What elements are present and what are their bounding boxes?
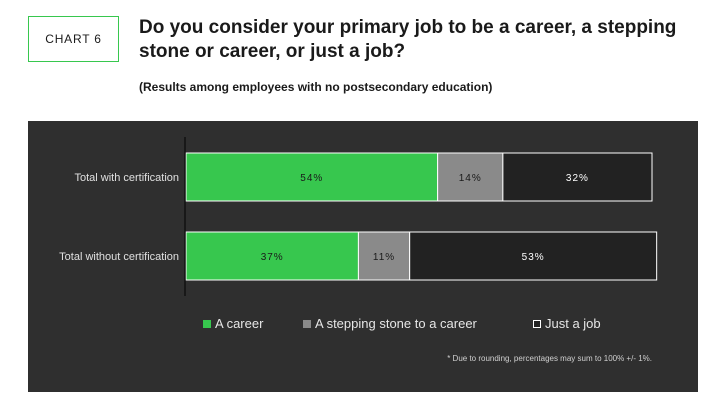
data-label: 14%: [459, 173, 482, 184]
chart-title: Do you consider your primary job to be a…: [139, 17, 677, 62]
bar-segment: [357, 231, 411, 281]
data-label: 37%: [261, 252, 284, 263]
data-label: 32%: [566, 173, 589, 184]
chart-number-tag: CHART 6: [28, 16, 119, 62]
bar-segment: [185, 231, 359, 281]
bar-segment: [437, 152, 504, 202]
legend-item: A career: [203, 316, 263, 331]
stacked-bar-chart: Total with certification 54% 14% 32% Total w…: [59, 137, 658, 296]
legend-label: A career: [215, 316, 264, 331]
chart-subtitle: (Results among employees with no postsec…: [139, 80, 493, 94]
chart-panel: Total with certification 54% 14% 32% Total w…: [28, 121, 698, 392]
chart-footnote: * Due to rounding, percentages may sum t…: [447, 354, 652, 363]
legend-item: Just a job: [533, 316, 601, 331]
bar-segment: [409, 231, 658, 281]
bar-segment: [185, 152, 439, 202]
legend-swatch: [303, 319, 311, 328]
category-label: Total with certification: [74, 172, 179, 184]
legend-swatch: [203, 319, 211, 328]
data-label: 11%: [373, 252, 395, 263]
data-label: 53%: [522, 252, 545, 263]
category-label: Total without certification: [59, 251, 179, 263]
chart-legend: A career A stepping stone to a career Just…: [28, 316, 698, 336]
legend-item: A stepping stone to a career: [303, 316, 477, 331]
legend-swatch: [533, 319, 541, 328]
legend-label: Just a job: [545, 316, 601, 331]
legend-label: A stepping stone to a career: [315, 316, 477, 331]
data-label: 54%: [300, 173, 323, 184]
bar-segment: [502, 152, 653, 202]
